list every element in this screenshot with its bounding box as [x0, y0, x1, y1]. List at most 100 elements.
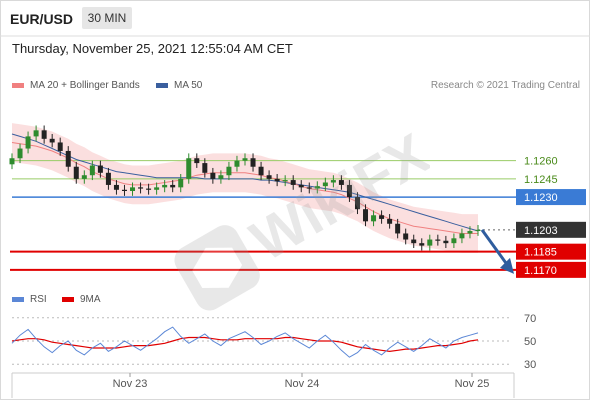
candle-body	[154, 187, 160, 190]
level-tag-1.1203	[516, 221, 586, 238]
candle-body	[266, 175, 272, 179]
timeframe-badge[interactable]: 30 MIN	[82, 7, 132, 29]
candle-body	[451, 238, 457, 244]
candle-body	[226, 166, 232, 176]
watermark-shield	[174, 225, 260, 311]
candle-body	[202, 163, 208, 173]
level-tag-1.1230	[516, 189, 586, 206]
rsi-ma-line	[11, 336, 479, 353]
research-credit: Research © 2021 Trading Central	[430, 80, 580, 91]
time-label-nov-23: Nov 23	[113, 378, 148, 390]
rsi-tick-30: 30	[524, 359, 536, 371]
candle-body	[73, 166, 79, 179]
candle-body	[411, 239, 417, 244]
candle-body	[467, 231, 473, 234]
candle-body	[250, 158, 256, 167]
candle-body	[459, 233, 465, 239]
ma50-line	[11, 133, 479, 232]
ma50-swatch	[156, 83, 168, 88]
candle-body	[65, 150, 71, 167]
candle-body	[162, 184, 168, 188]
candle-body	[346, 184, 352, 198]
candle-body	[258, 166, 264, 176]
instrument-symbol: EUR/USD	[10, 11, 74, 27]
candle-body	[186, 158, 192, 179]
candle-body	[234, 160, 240, 167]
candle-body	[81, 175, 87, 179]
ma20-line	[11, 142, 478, 234]
candle-body	[419, 243, 425, 246]
bollinger-band	[12, 123, 478, 253]
candle-body	[282, 180, 288, 182]
chart-datetime: Thursday, November 25, 2021 12:55:04 AM …	[12, 41, 293, 56]
ma20-polyline	[11, 142, 478, 234]
candle-body	[89, 165, 95, 176]
forecast-arrow-head-icon	[500, 257, 514, 274]
legend-ma9: 9MA	[62, 294, 101, 305]
level-label-1.1185: 1.1185	[524, 247, 557, 259]
time-axis: Nov 23 Nov 24 Nov 25	[11, 372, 515, 398]
candle-body	[274, 178, 280, 182]
ma9-swatch	[62, 297, 74, 302]
candle-body	[306, 187, 312, 189]
candle-body	[121, 189, 127, 191]
forecast-arrow-shaft	[480, 228, 510, 267]
rsi-tick-70: 70	[524, 313, 536, 325]
candle-body	[435, 239, 441, 241]
level-label-1.1230: 1.1230	[524, 192, 558, 204]
candle-body	[105, 172, 111, 185]
candle-body	[427, 239, 433, 246]
rsi-polyline	[11, 326, 479, 358]
candle-body	[178, 178, 184, 188]
price-levels	[10, 160, 516, 271]
candle-body	[170, 184, 176, 188]
candle-body	[475, 229, 481, 232]
rsi-swatch	[12, 297, 24, 302]
time-label-nov-24: Nov 24	[285, 378, 320, 390]
candle-body	[314, 186, 320, 189]
rsi-grid: 70 50 30	[12, 313, 536, 371]
legend-rsi: RSI	[12, 294, 47, 305]
ma50-label: MA 50	[174, 80, 203, 91]
candle-body	[210, 172, 216, 179]
level-label-1.1170: 1.1170	[524, 265, 557, 277]
candle-body	[97, 165, 103, 173]
candle-body	[194, 158, 200, 164]
level-label-1.1260: 1.1260	[524, 156, 558, 168]
price-level-labels: 1.1260 1.1245 1.1230 1.1203 1.1185 1.1170	[516, 156, 586, 278]
watermark: WikiFX	[150, 120, 430, 320]
ma9-label: 9MA	[80, 294, 101, 305]
rsi-ma-polyline	[11, 336, 479, 353]
candle-body	[57, 142, 63, 151]
candle-body	[33, 130, 39, 137]
candle-body	[41, 130, 47, 139]
candle-body	[338, 180, 344, 185]
candle-body	[298, 184, 304, 188]
candle-body	[403, 233, 409, 240]
bollinger-band-area	[12, 123, 478, 253]
candle-body	[138, 187, 144, 189]
header-bar: EUR/USD 30 MIN	[0, 0, 590, 36]
watermark-emblem-icon	[192, 247, 243, 288]
candle-body	[17, 148, 23, 159]
level-tag-1.1170	[516, 261, 586, 278]
candle-body	[330, 180, 336, 183]
candle-body	[371, 215, 377, 222]
candle-body	[25, 136, 31, 149]
rsi-label: RSI	[30, 294, 47, 305]
level-tag-1.1185	[516, 243, 586, 260]
candle-body	[395, 223, 401, 234]
candle-body	[9, 158, 15, 165]
candle-body	[130, 187, 136, 191]
candle-body	[242, 158, 248, 161]
candles	[9, 125, 481, 251]
candle-body	[354, 197, 360, 210]
candle-body	[146, 188, 152, 190]
time-label-nov-25: Nov 25	[455, 378, 490, 390]
candle-body	[290, 180, 296, 185]
candle-body	[218, 175, 224, 179]
candle-body	[113, 184, 119, 190]
